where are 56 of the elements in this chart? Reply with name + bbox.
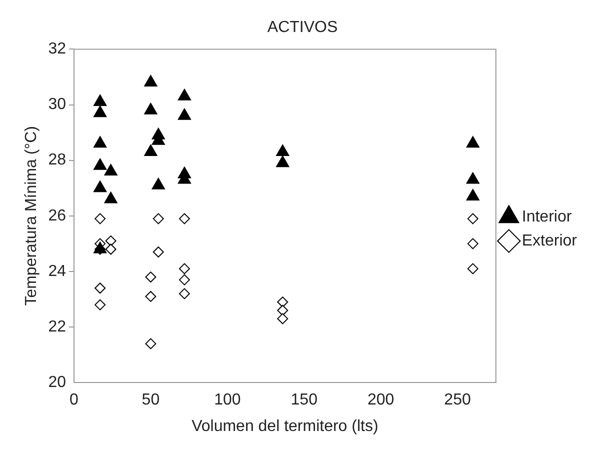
x-axis-title: Volumen del termitero (lts) xyxy=(192,418,378,435)
point xyxy=(94,282,106,294)
point xyxy=(144,75,158,87)
point xyxy=(144,102,158,114)
point xyxy=(277,296,288,308)
x-tick-label: 150 xyxy=(290,392,318,409)
point xyxy=(276,156,290,168)
point xyxy=(178,88,192,100)
y-tick-label: 30 xyxy=(48,96,66,114)
point xyxy=(145,290,156,302)
point xyxy=(467,213,478,224)
x-tick-label: 0 xyxy=(70,392,79,409)
point xyxy=(276,144,290,156)
point xyxy=(94,180,107,192)
point xyxy=(105,235,116,246)
x-tick-label: 50 xyxy=(142,392,160,409)
point xyxy=(94,299,106,310)
point xyxy=(467,238,478,250)
point xyxy=(152,213,164,224)
point xyxy=(152,246,164,258)
point xyxy=(145,338,156,350)
point xyxy=(104,192,118,204)
point xyxy=(467,263,478,274)
point xyxy=(466,172,480,184)
point xyxy=(94,213,106,224)
point xyxy=(178,263,190,274)
point xyxy=(178,274,190,286)
y-tick-label: 32 xyxy=(48,40,66,58)
point xyxy=(144,144,158,156)
point xyxy=(94,94,107,106)
point xyxy=(104,164,118,176)
legend-label: Interior xyxy=(522,208,572,226)
point xyxy=(277,313,288,324)
y-tick-label: 24 xyxy=(48,262,66,280)
y-axis-title: Temperatura Mínima (°C) xyxy=(23,126,40,306)
y-tick-label: 20 xyxy=(48,374,66,392)
chart-title: ACTIVOS xyxy=(267,19,338,36)
point xyxy=(466,136,480,148)
point xyxy=(277,304,288,316)
point xyxy=(178,213,190,224)
x-tick-label: 250 xyxy=(444,392,471,409)
point xyxy=(94,136,107,148)
point xyxy=(94,158,107,170)
point xyxy=(178,288,190,300)
point xyxy=(105,244,116,255)
point xyxy=(94,106,107,118)
legend-label: Exterior xyxy=(522,232,578,250)
point xyxy=(466,188,480,200)
x-tick-label: 100 xyxy=(214,392,241,409)
point xyxy=(178,108,192,120)
y-tick-label: 28 xyxy=(48,152,66,169)
point xyxy=(145,272,156,283)
point xyxy=(152,178,165,190)
x-tick-label: 200 xyxy=(367,392,394,409)
y-tick-label: 22 xyxy=(48,318,66,336)
y-tick-label: 26 xyxy=(48,207,66,224)
